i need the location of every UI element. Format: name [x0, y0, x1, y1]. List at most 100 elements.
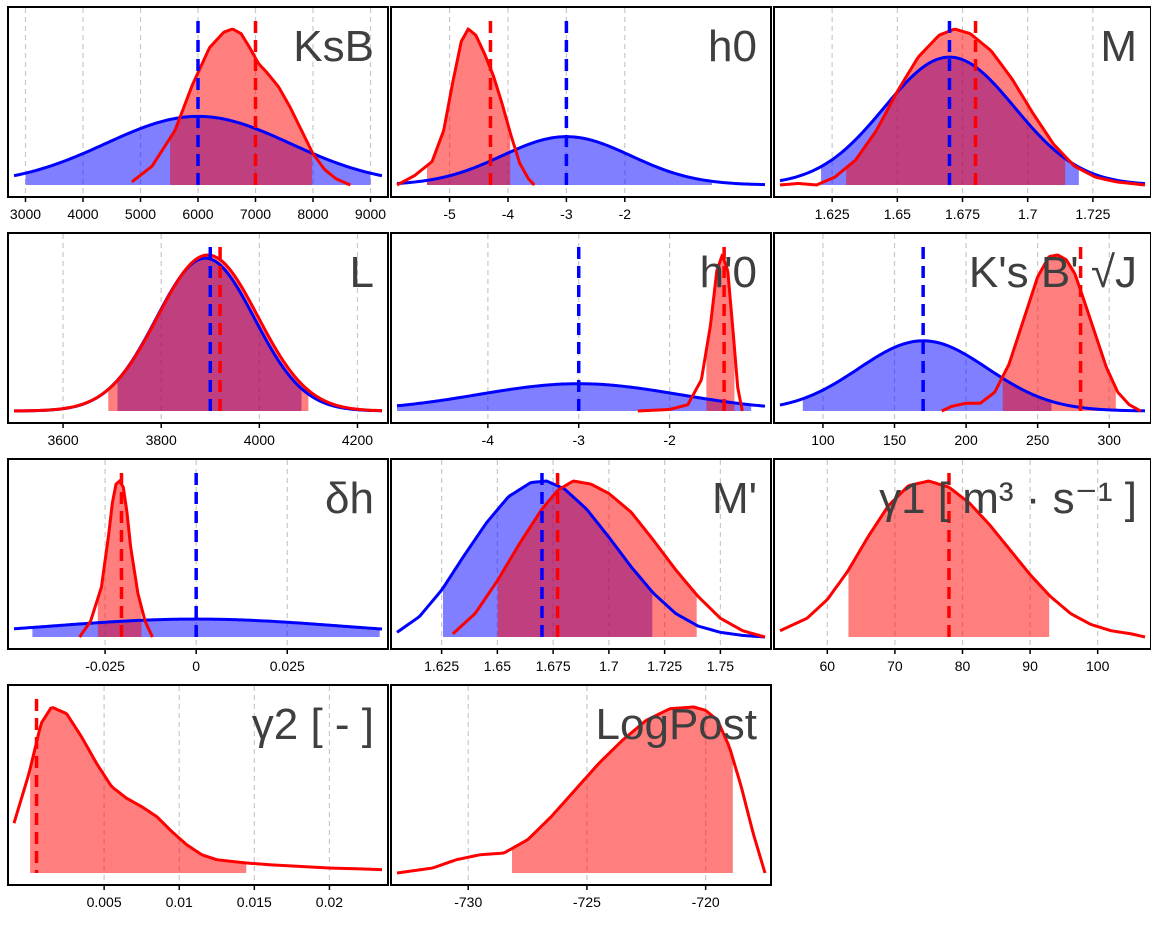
posterior-density-line — [13, 253, 383, 413]
tick-label: 6000 — [182, 206, 213, 222]
tick-label: -2 — [663, 432, 676, 448]
posterior-density-line — [12, 706, 383, 872]
tick-label: 0.005 — [87, 894, 122, 910]
tick-label: -725 — [573, 894, 601, 910]
panel-logpost: -730 -725 -720 LogPost — [390, 684, 772, 910]
tick-label: 1.625 — [815, 206, 850, 222]
tick-label: 100 — [1086, 658, 1110, 674]
tick-label: 200 — [954, 432, 978, 448]
posterior-ci-area — [846, 29, 1066, 186]
tick-label: 4000 — [67, 206, 98, 222]
panel-frame — [773, 232, 1151, 424]
posterior-density-line — [637, 253, 744, 413]
panel-h0-prime: -4 -3 -2 h'0 — [390, 232, 772, 448]
posterior-ci-area — [497, 481, 697, 637]
tick-label: 0.02 — [316, 894, 343, 910]
tick-label: -3 — [573, 432, 586, 448]
panel-h0: -5 -4 -3 -2 h0 — [390, 6, 772, 222]
prior-density-line — [779, 339, 1146, 413]
posterior-density-line — [396, 705, 767, 875]
prior-ci-area — [397, 383, 752, 411]
panel-title: L — [350, 248, 374, 297]
panel-delta-h: -0.025 0 0.025 δh — [7, 458, 389, 674]
tick-label: -3 — [560, 206, 573, 222]
posterior-ci-area — [427, 29, 511, 185]
posterior-density-line — [779, 27, 1146, 187]
tick-label: 150 — [883, 432, 907, 448]
prior-ci-area — [802, 340, 1052, 411]
tick-label: 3600 — [47, 432, 78, 448]
tick-label: 1.725 — [647, 658, 682, 674]
panel-title: γ1 [ m³ · s⁻¹ ] — [879, 474, 1137, 523]
panel-ksb: 3000 4000 5000 6000 7000 8000 9000 KsB — [7, 6, 389, 222]
tick-label: 7000 — [240, 206, 271, 222]
panel-frame — [390, 684, 772, 886]
tick-label: 70 — [887, 658, 903, 674]
posterior-density-line — [451, 479, 766, 639]
tick-label: 1.7 — [1018, 206, 1038, 222]
tick-label: -5 — [443, 206, 456, 222]
tick-label: -4 — [502, 206, 515, 222]
panel-title: h0 — [708, 22, 757, 71]
tick-label: 0.015 — [237, 894, 272, 910]
tick-label: 300 — [1098, 432, 1122, 448]
panel-frame — [390, 232, 772, 424]
tick-label: -730 — [454, 894, 482, 910]
posterior-ci-area — [706, 255, 735, 411]
panel-title: LogPost — [596, 700, 757, 749]
tick-label: -4 — [482, 432, 495, 448]
posterior-ci-area — [512, 707, 733, 873]
panel-title: γ2 [ - ] — [252, 700, 374, 749]
prior-density-line — [396, 135, 766, 187]
posterior-density-line — [396, 26, 536, 187]
tick-label: 1.65 — [484, 658, 511, 674]
panel-frame — [7, 232, 389, 424]
posterior-ci-area — [30, 707, 247, 873]
posterior-ci-area — [108, 255, 309, 411]
panel-l: 3600 3800 4000 4200 L — [7, 232, 389, 448]
tick-label: 60 — [820, 658, 836, 674]
posterior-density-line — [130, 27, 351, 187]
tick-label: 1.725 — [1075, 206, 1110, 222]
tick-label: 0.025 — [270, 658, 305, 674]
panel-title: K's B' √J — [969, 248, 1137, 297]
tick-label: 4200 — [342, 432, 373, 448]
posterior-density-line — [78, 478, 154, 638]
posterior-density-line — [941, 253, 1142, 413]
posterior-ci-area — [170, 29, 313, 186]
tick-label: 1.65 — [884, 206, 911, 222]
tick-label: 80 — [955, 658, 971, 674]
prior-density-line — [396, 479, 766, 639]
tick-label: 5000 — [125, 206, 156, 222]
posterior-density-line — [779, 479, 1146, 639]
panel-gamma2: 0.005 0.01 0.015 0.02 γ2 [ - ] — [7, 684, 389, 910]
panel-title: M' — [712, 474, 757, 523]
tick-label: 250 — [1026, 432, 1050, 448]
tick-label: 1.625 — [424, 658, 459, 674]
panel-gamma1: 60 70 80 90 100 γ1 [ m³ · s⁻¹ ] — [773, 458, 1151, 674]
tick-label: 1.7 — [599, 658, 619, 674]
panel-m-prime: 1.625 1.65 1.675 1.7 1.725 1.75 M' — [390, 458, 772, 674]
tick-label: 100 — [811, 432, 835, 448]
panel-title: M — [1100, 22, 1137, 71]
panel-title: KsB — [293, 22, 374, 71]
panel-title: δh — [325, 474, 374, 523]
tick-label: 4000 — [244, 432, 275, 448]
panel-ksb-prime: 100 150 200 250 300 K's B' √J — [773, 232, 1151, 448]
prior-density-line — [396, 382, 766, 408]
tick-label: 0.01 — [166, 894, 193, 910]
tick-label: 90 — [1022, 658, 1038, 674]
tick-label: -2 — [619, 206, 632, 222]
panel-frame — [7, 684, 389, 886]
panel-m: 1.625 1.65 1.675 1.7 1.725 M — [773, 6, 1151, 222]
tick-label: 1.75 — [707, 658, 734, 674]
panel-frame — [390, 6, 772, 198]
tick-label: 1.675 — [945, 206, 980, 222]
tick-label: -720 — [692, 894, 720, 910]
posterior-ci-area — [97, 481, 142, 637]
tick-label: 3800 — [146, 432, 177, 448]
tick-label: 3000 — [10, 206, 41, 222]
tick-label: 0 — [192, 658, 200, 674]
tick-label: -0.025 — [85, 658, 125, 674]
